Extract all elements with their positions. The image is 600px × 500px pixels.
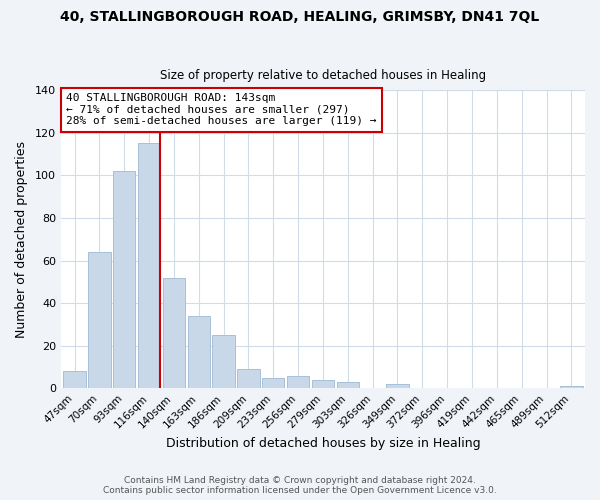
Bar [138, 144, 160, 388]
Text: Contains HM Land Registry data © Crown copyright and database right 2024.
Contai: Contains HM Land Registry data © Crown c… [103, 476, 497, 495]
Bar [262, 378, 284, 388]
Bar [88, 252, 110, 388]
Bar [312, 380, 334, 388]
Bar [212, 335, 235, 388]
Bar [237, 369, 260, 388]
X-axis label: Distribution of detached houses by size in Healing: Distribution of detached houses by size … [166, 437, 480, 450]
Bar [337, 382, 359, 388]
Bar [386, 384, 409, 388]
Bar [64, 372, 86, 388]
Bar [287, 376, 310, 388]
Bar [163, 278, 185, 388]
Title: Size of property relative to detached houses in Healing: Size of property relative to detached ho… [160, 69, 486, 82]
Y-axis label: Number of detached properties: Number of detached properties [15, 140, 28, 338]
Text: 40 STALLINGBOROUGH ROAD: 143sqm
← 71% of detached houses are smaller (297)
28% o: 40 STALLINGBOROUGH ROAD: 143sqm ← 71% of… [66, 93, 377, 126]
Bar [113, 171, 136, 388]
Text: 40, STALLINGBOROUGH ROAD, HEALING, GRIMSBY, DN41 7QL: 40, STALLINGBOROUGH ROAD, HEALING, GRIMS… [61, 10, 539, 24]
Bar [560, 386, 583, 388]
Bar [188, 316, 210, 388]
